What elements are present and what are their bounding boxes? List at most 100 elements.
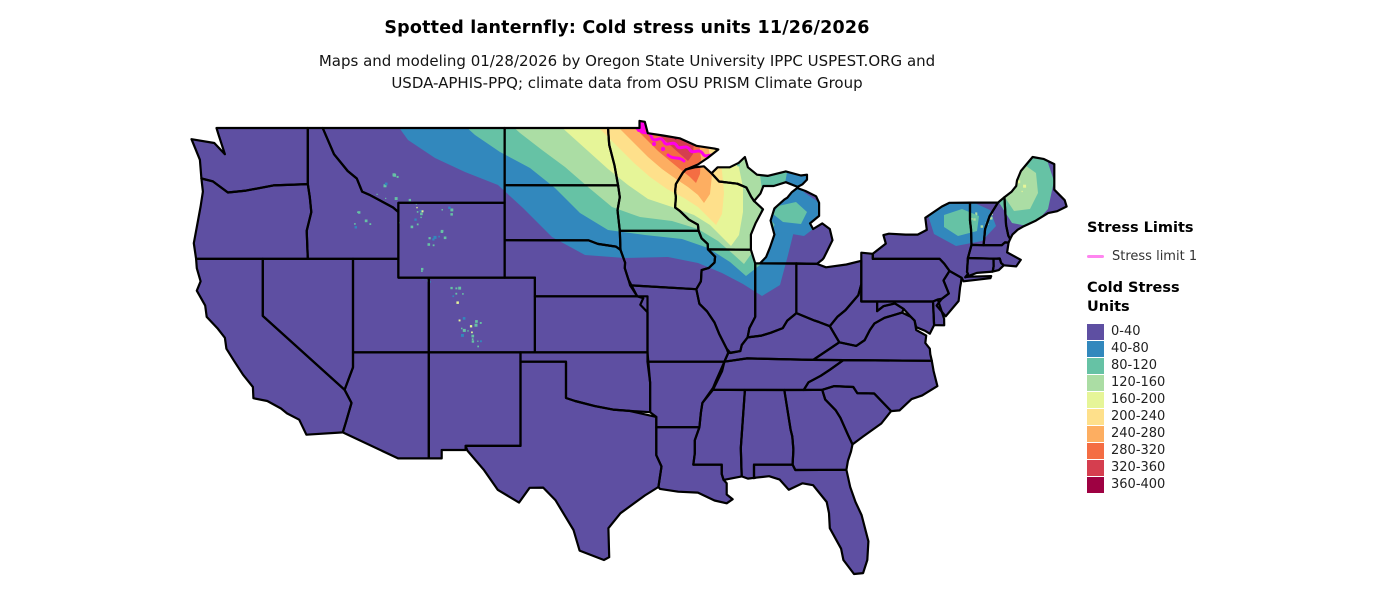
cold-pocket-speckle: [1017, 192, 1019, 194]
us-map: [190, 115, 1070, 595]
legend-bin-label: 200-240: [1111, 409, 1166, 424]
cold-pocket-speckle: [450, 208, 454, 212]
cold-pocket-speckle: [432, 244, 435, 247]
cold-pocket-speckle: [393, 174, 397, 177]
legend-bin-row: 240-280: [1087, 425, 1307, 442]
cold-pocket-speckle: [441, 209, 443, 211]
cold-pocket-speckle: [432, 238, 435, 241]
cold-pocket-speckle: [394, 197, 398, 200]
stress-limit-legend-item: Stress limit 1: [1087, 247, 1307, 265]
cold-pocket-speckle: [461, 334, 464, 337]
cold-pocket-speckle: [427, 243, 431, 246]
legend-bin-label: 280-320: [1111, 443, 1166, 458]
state-shape: [758, 186, 834, 265]
cold-pocket-speckle: [455, 292, 458, 295]
state-shape: [752, 463, 870, 576]
cold-pocket-speckle: [357, 211, 359, 213]
legend-bin-row: 200-240: [1087, 408, 1307, 425]
state-shape: [710, 155, 809, 203]
stress-limit-label: Stress limit 1: [1112, 248, 1198, 264]
cold-pocket-speckle: [420, 216, 422, 219]
cold-pocket-speckle: [357, 211, 361, 214]
cold-pocket-speckle: [479, 322, 482, 324]
cold-pocket-speckle: [448, 206, 451, 209]
cold-pocket-speckle: [354, 226, 357, 229]
cold-pocket-speckle: [419, 209, 422, 212]
page-subtitle: Maps and modeling 01/28/2026 by Oregon S…: [227, 50, 1027, 94]
cold-pocket-speckle: [421, 210, 424, 213]
cold-pocket-speckle: [480, 340, 482, 343]
cold-pocket-speckle: [989, 216, 993, 220]
stress-limit-line-swatch: [1087, 254, 1104, 258]
cold-pocket-speckle: [1012, 175, 1015, 178]
state-shape: [795, 259, 863, 328]
cold-pocket-speckle: [462, 317, 466, 320]
cold-stress-units-bins: 0-40 40-80 80-120 120-160 160-200 200-240 240-…: [1087, 323, 1307, 493]
cold-pocket-speckle: [440, 229, 444, 233]
cold-pocket-speckle: [416, 223, 419, 226]
legend-bin-row: 120-160: [1087, 374, 1307, 391]
cold-pocket-speckle: [471, 334, 475, 338]
cold-pocket-speckle: [458, 286, 462, 290]
cold-pocket-speckle: [416, 206, 418, 209]
cold-pocket-speckle: [376, 193, 378, 195]
cold-pocket-speckle: [410, 225, 414, 229]
legend: Stress Limits Stress limit 1 Cold Stress…: [1087, 220, 1307, 493]
legend-bin-swatch: [1087, 442, 1104, 459]
cold-stress-units-heading-line2: Units: [1087, 299, 1130, 315]
cold-pocket-speckle: [462, 328, 466, 332]
cold-pocket-speckle: [475, 320, 478, 323]
legend-bin-swatch: [1087, 408, 1104, 425]
cold-pocket-speckle: [471, 331, 473, 334]
cold-pocket-speckle: [455, 287, 458, 290]
cold-pocket-speckle: [1023, 184, 1027, 188]
legend-bin-swatch: [1087, 459, 1104, 476]
cold-pocket-speckle: [369, 223, 372, 225]
stress-limit-dot: [652, 142, 656, 146]
cold-pocket-speckle: [428, 237, 431, 240]
cold-stress-units-heading-line1: Cold Stress: [1087, 280, 1180, 296]
legend-bin-row: 0-40: [1087, 323, 1307, 340]
cold-pocket-speckle: [458, 319, 461, 322]
legend-bin-swatch: [1087, 374, 1104, 391]
stress-limit-line: [666, 153, 686, 163]
cold-pocket-speckle: [471, 340, 475, 343]
cold-pocket-speckle: [474, 323, 478, 327]
cold-pocket-speckle: [421, 270, 423, 272]
cold-pocket-speckle: [421, 267, 424, 271]
cold-pocket-speckle: [1016, 187, 1018, 189]
cold-pocket-speckle: [462, 293, 464, 295]
cold-pocket-speckle: [383, 184, 387, 188]
legend-bin-label: 120-160: [1111, 375, 1166, 390]
cold-stress-patch: [773, 202, 807, 224]
cold-pocket-speckle: [973, 218, 976, 221]
cold-pocket-speckle: [385, 197, 387, 199]
cold-pocket-speckle: [452, 295, 455, 298]
legend-bin-label: 240-280: [1111, 426, 1166, 441]
stress-limit-dot: [660, 146, 666, 152]
cold-pocket-speckle: [991, 213, 993, 216]
cold-pocket-speckle: [450, 286, 453, 290]
legend-bin-row: 280-320: [1087, 442, 1307, 459]
subtitle-line-2: USDA-APHIS-PPQ; climate data from OSU PR…: [391, 74, 863, 92]
cold-pocket-speckle: [477, 345, 479, 348]
cold-pocket-speckle: [384, 182, 388, 186]
legend-bin-label: 360-400: [1111, 477, 1166, 492]
cold-pocket-speckle: [745, 170, 748, 173]
cold-pocket-speckle: [477, 340, 479, 342]
cold-pocket-speckle: [450, 213, 453, 216]
legend-bin-swatch: [1087, 323, 1104, 340]
page-title: Spotted lanternfly: Cold stress units 11…: [384, 18, 870, 38]
us-map-svg: [190, 119, 1068, 576]
legend-bin-row: 320-360: [1087, 459, 1307, 476]
cold-pocket-speckle: [1021, 190, 1023, 193]
legend-bin-swatch: [1087, 340, 1104, 357]
legend-bin-row: 40-80: [1087, 340, 1307, 357]
cold-pocket-speckle: [975, 212, 978, 215]
cold-pocket-speckle: [416, 211, 419, 213]
stress-limits-heading: Stress Limits: [1087, 220, 1194, 236]
cold-pocket-speckle: [737, 163, 740, 167]
legend-bin-swatch: [1087, 357, 1104, 374]
legend-bin-row: 160-200: [1087, 391, 1307, 408]
stress-limit-line: [637, 127, 716, 159]
